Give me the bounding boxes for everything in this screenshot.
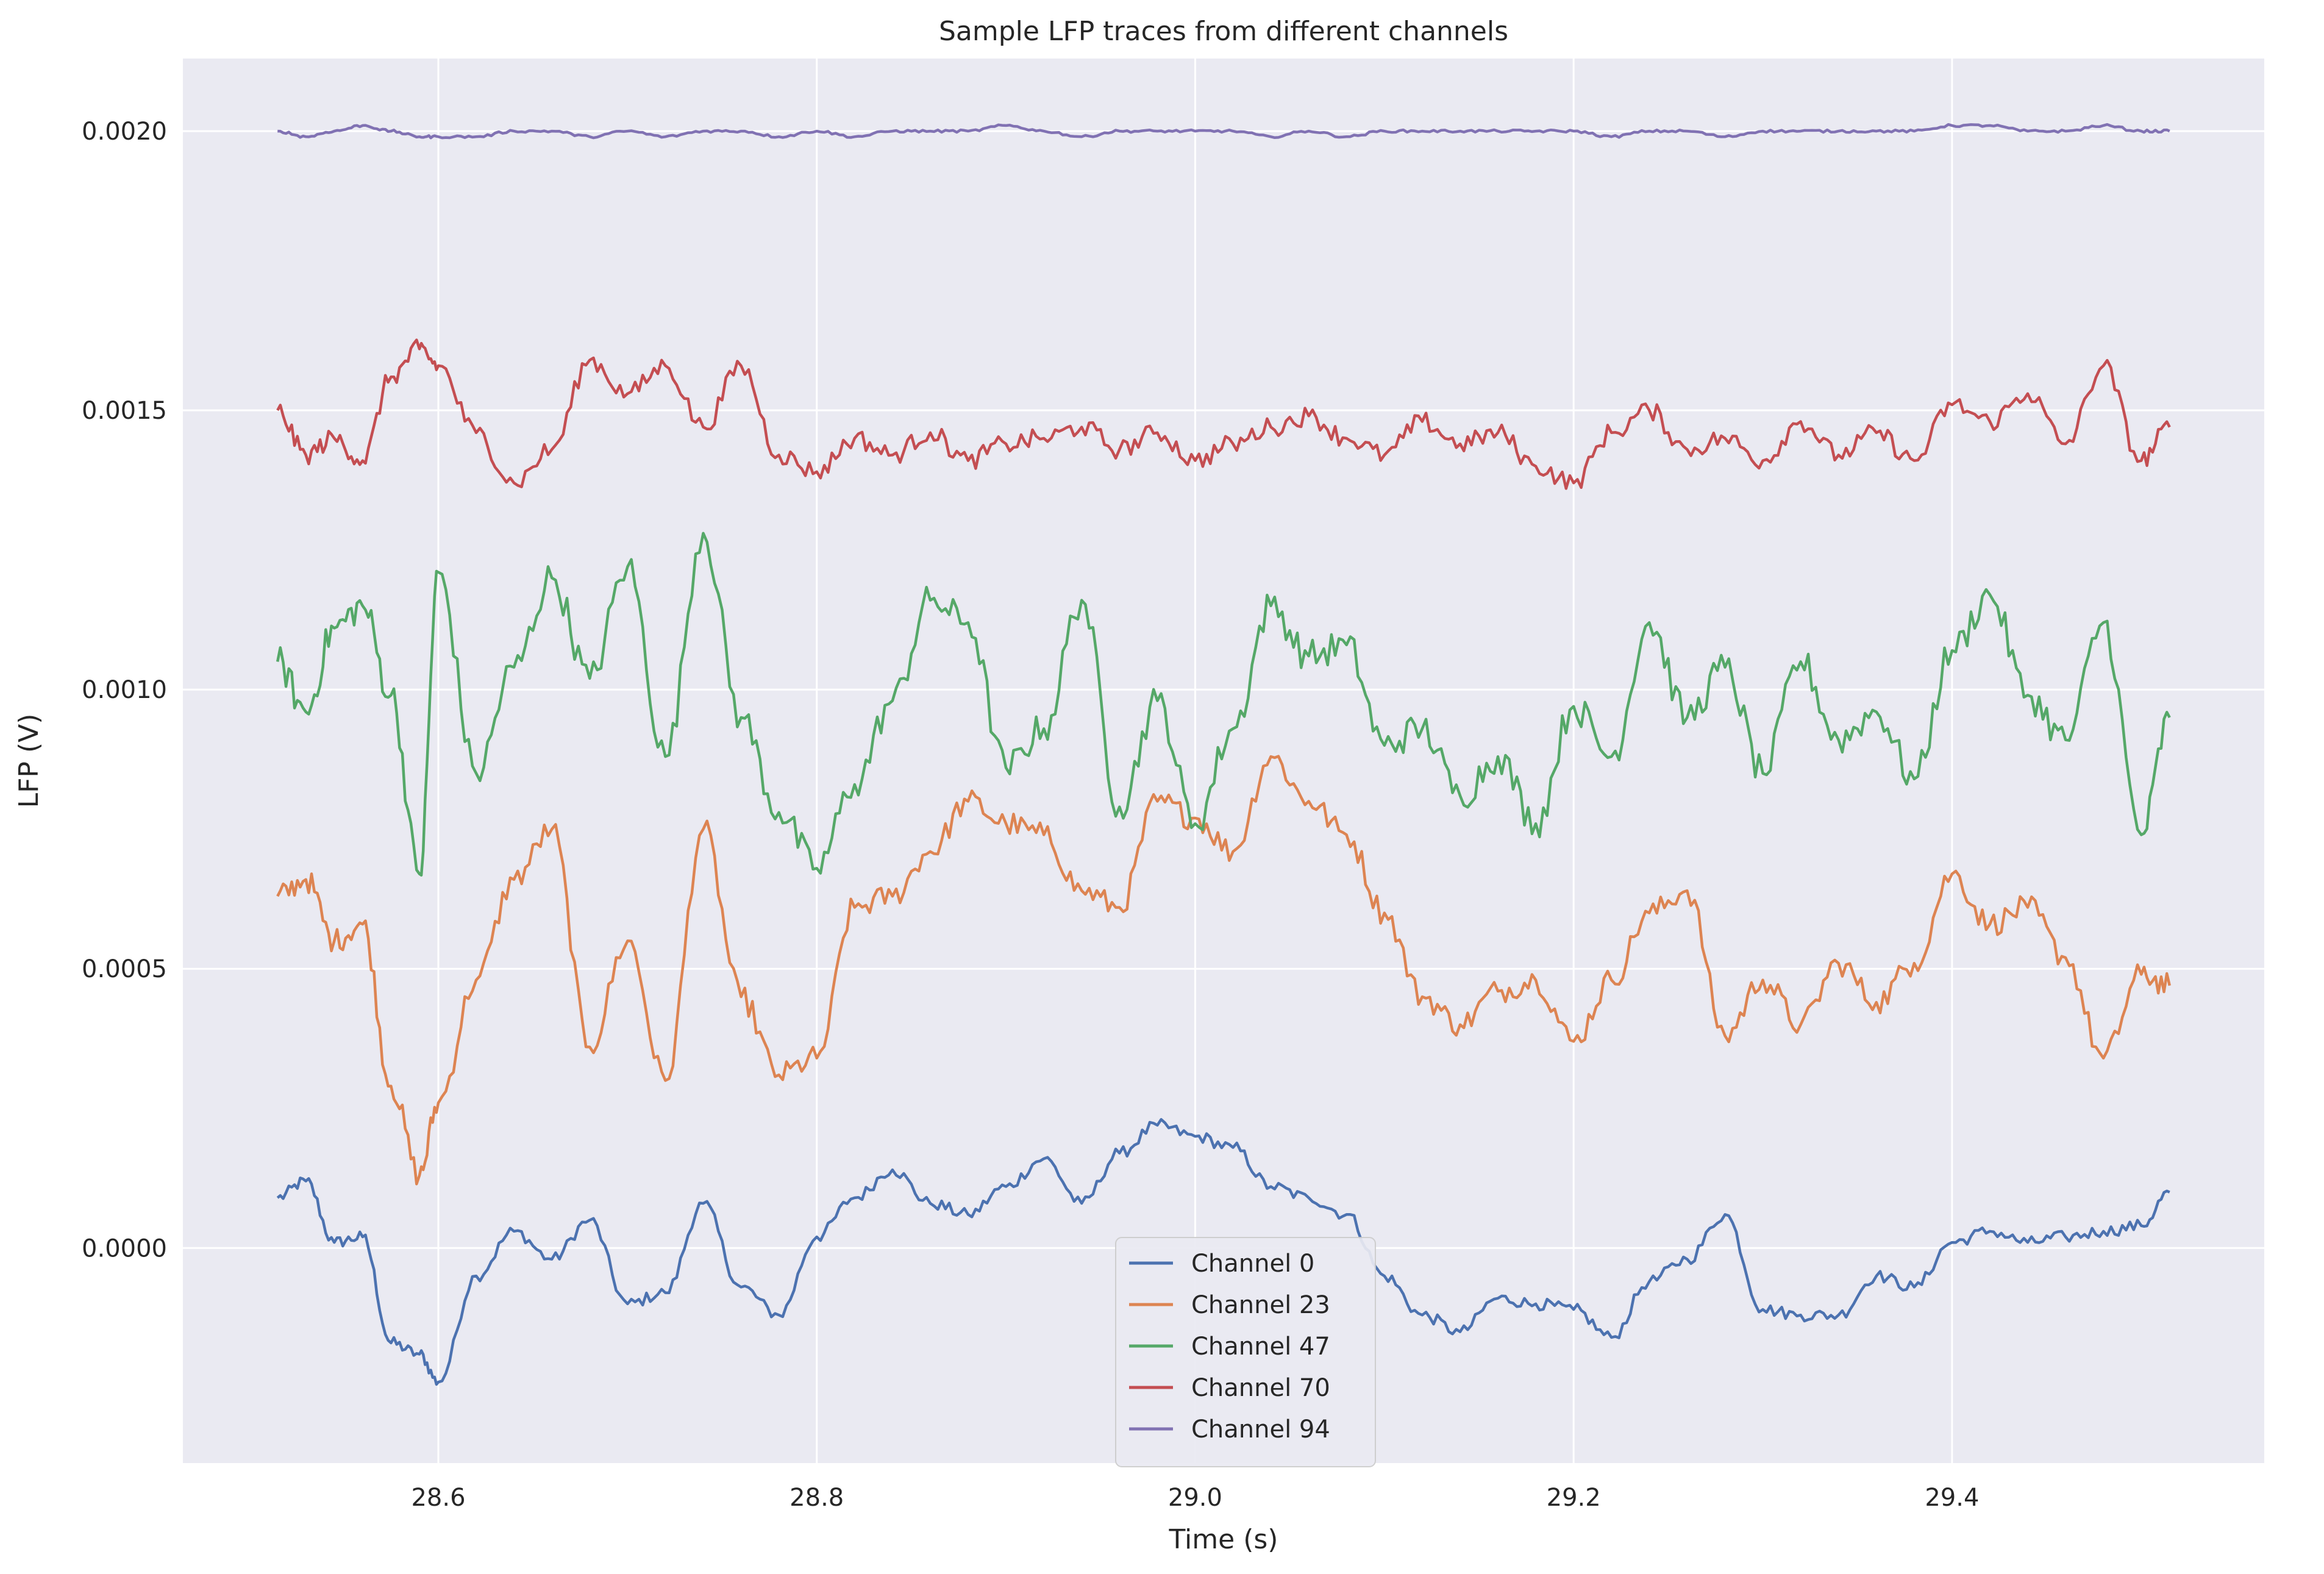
y-tick-label: 0.0005	[82, 955, 167, 983]
x-tick-label: 29.4	[1925, 1484, 1979, 1512]
legend-label: Channel 94	[1191, 1416, 1330, 1444]
series-line-channel-94	[277, 123, 2170, 140]
x-tick-label: 28.8	[790, 1484, 844, 1512]
y-tick-label: 0.0015	[82, 397, 167, 425]
legend-box	[1115, 1237, 1376, 1467]
x-axis-title: Time (s)	[1169, 1524, 1278, 1555]
legend-label: Channel 0	[1191, 1250, 1314, 1278]
y-tick-label: 0.0020	[82, 118, 167, 146]
series-line-channel-23	[276, 755, 2171, 1186]
chart-title: Sample LFP traces from different channel…	[939, 16, 1508, 47]
series-layer	[276, 123, 2171, 1386]
legend-label: Channel 23	[1191, 1291, 1330, 1319]
legend: Channel 0 Channel 23 Channel 47 Channel 70 C…	[1115, 1237, 1376, 1467]
series-line-channel-0	[276, 1118, 2170, 1386]
y-axis-title: LFP (V)	[13, 714, 45, 808]
x-tick-label: 28.6	[411, 1484, 465, 1512]
series-line-channel-47	[276, 532, 2171, 877]
x-tick-label: 29.0	[1168, 1484, 1222, 1512]
legend-label: Channel 47	[1191, 1333, 1330, 1361]
y-tick-label: 0.0000	[82, 1234, 167, 1262]
x-tick-label: 29.2	[1547, 1484, 1601, 1512]
y-axis: 0.0000 0.0005 0.0010 0.0015 0.0020	[82, 118, 167, 1262]
x-axis: 28.6 28.8 29.0 29.2 29.4	[411, 1484, 1979, 1512]
legend-label: Channel 70	[1191, 1374, 1330, 1402]
y-tick-label: 0.0010	[82, 676, 167, 704]
plot-area	[183, 59, 2264, 1463]
series-line-channel-70	[276, 338, 2171, 490]
